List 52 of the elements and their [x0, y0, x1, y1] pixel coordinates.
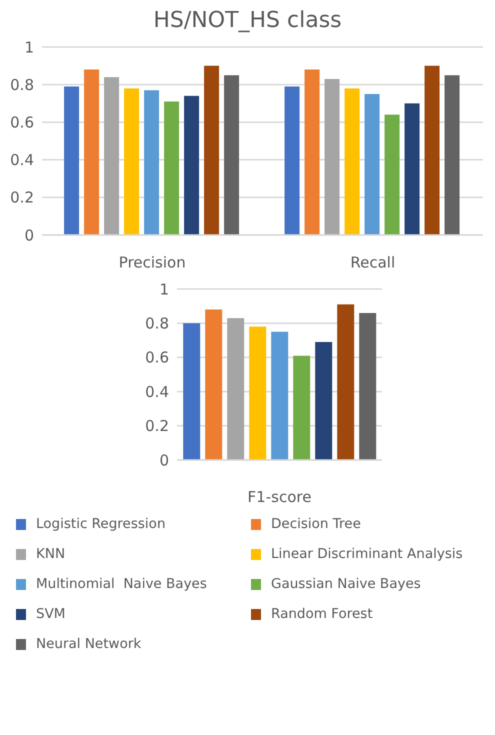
- y-tick-label: 1: [24, 38, 34, 56]
- legend-label: Decision Tree: [271, 516, 361, 532]
- bar: [404, 103, 420, 235]
- y-tick-label: 0.8: [10, 76, 34, 94]
- legend-label: Neural Network: [36, 636, 142, 652]
- bar: [337, 304, 354, 460]
- y-tick-label: 0.6: [145, 348, 169, 367]
- bar: [124, 88, 140, 235]
- y-tick-label: 0.4: [10, 151, 34, 170]
- legend-label: Logistic Regression: [36, 516, 166, 532]
- bar: [271, 332, 288, 460]
- y-tick-label: 0: [159, 451, 169, 470]
- bar: [227, 318, 244, 460]
- y-tick-label: 0.2: [145, 417, 169, 436]
- y-tick-label: 0.4: [145, 382, 169, 401]
- bar: [293, 356, 310, 460]
- bar: [364, 94, 380, 235]
- bar: [64, 86, 80, 235]
- legend-label: KNN: [36, 546, 66, 562]
- bar: [204, 66, 220, 235]
- chart-title: HS/NOT_HS class: [152, 8, 343, 33]
- bar: [444, 75, 460, 235]
- bar: [324, 78, 340, 235]
- bar: [359, 312, 376, 460]
- bar: [183, 323, 200, 460]
- bar: [84, 70, 100, 235]
- x-tick-label: Recall: [350, 254, 396, 272]
- legend-label: Linear Discriminant Analysis: [271, 546, 463, 562]
- bar: [284, 86, 300, 235]
- bar: [315, 342, 332, 460]
- bar: [144, 90, 160, 235]
- bar: [104, 77, 120, 235]
- bar: [304, 70, 320, 235]
- y-tick-label: 0.8: [145, 314, 169, 333]
- y-tick-label: 0: [24, 226, 34, 244]
- x-tick-label: Precision: [118, 254, 186, 272]
- bar: [384, 114, 400, 235]
- bar: [424, 66, 440, 235]
- legend-label: SVM: [36, 606, 66, 622]
- legend-label: Gaussian Naive Bayes: [271, 576, 421, 592]
- legend-label: Random Forest: [271, 606, 373, 622]
- bar: [205, 310, 222, 460]
- legend-label: Multinomial Naive Bayes: [36, 576, 207, 592]
- bar: [224, 75, 240, 235]
- bar: [184, 96, 200, 235]
- bar: [164, 102, 180, 235]
- y-tick-label: 1: [159, 280, 169, 298]
- x-axis-title: F1-score: [248, 488, 312, 506]
- bar: [344, 88, 360, 235]
- y-tick-label: 0.2: [10, 188, 34, 207]
- bar: [249, 326, 266, 460]
- y-tick-label: 0.6: [10, 114, 34, 132]
